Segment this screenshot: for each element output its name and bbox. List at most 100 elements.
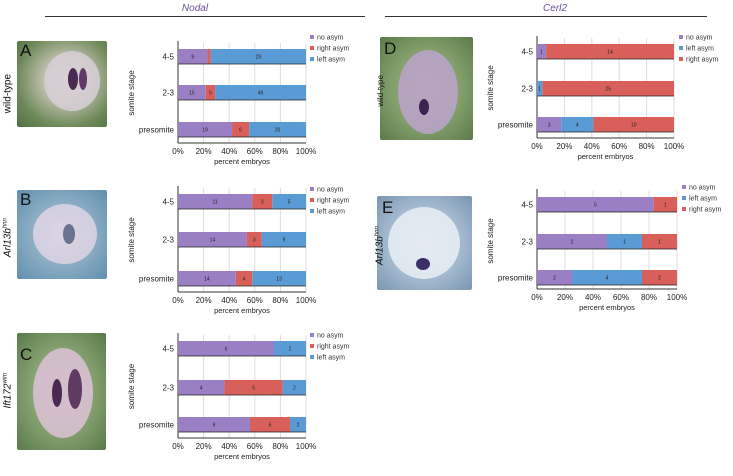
bar-segment-right-asym: [642, 234, 677, 249]
legend-label: left asym: [686, 46, 714, 53]
x-tick-label: 100%: [664, 142, 684, 151]
x-tick-label: 60%: [613, 293, 629, 302]
legend-label: left asym: [317, 209, 345, 216]
x-tick-label: 0%: [172, 147, 184, 156]
category-label: 2-3: [162, 89, 174, 98]
x-tick-label: 60%: [247, 147, 263, 156]
bar-value-label: 19: [202, 128, 208, 134]
legend-swatch: [310, 209, 314, 213]
left-column-rule: [45, 16, 365, 17]
bar-value-label: 11: [212, 200, 217, 206]
embryo-photo-d: [380, 37, 473, 140]
legend-swatch: [310, 187, 314, 191]
bar-segment-left-asym: [249, 122, 306, 137]
legend-swatch: [310, 46, 314, 50]
x-tick-label: 20%: [196, 296, 212, 305]
bar-value-label: 9: [191, 55, 194, 61]
legend-swatch: [310, 57, 314, 61]
bar-segment-no-asym: [537, 270, 572, 285]
legend-label: right asym: [686, 57, 718, 64]
x-tick-label: 60%: [611, 142, 627, 151]
bar-value-label: 15: [189, 91, 195, 97]
legend-label: left asym: [317, 355, 345, 362]
bar-segment-right-asym: [224, 380, 283, 395]
bar-segment-right-asym: [246, 232, 262, 247]
genotype-label-c: Ift172wim: [2, 372, 14, 409]
bar-segment-left-asym: [261, 232, 306, 247]
x-axis-title: percent embryos: [214, 157, 270, 166]
x-tick-label: 40%: [221, 296, 237, 305]
genotype-label-a: wild-type: [2, 73, 14, 114]
legend-swatch: [310, 333, 314, 337]
panel-letter-b: B: [20, 190, 32, 209]
chart-e-cerl2-arl13b: 5 1 4-5 2 1 1 2-3 2 4 2 presomite 0% 20% 40% 60% 80% 100…: [486, 185, 721, 313]
y-axis-title: somite stage: [127, 217, 136, 263]
bar-segment-left-asym: [215, 85, 306, 100]
bar-segment-right-asym: [542, 81, 674, 96]
category-label: presomite: [139, 421, 175, 430]
chart-b-nodal-arl13b: 11 3 5 4-5 14 3 9 2-3 14 4 13 presomite 0% 20% 40% 60% 8…: [127, 186, 349, 315]
bar-value-label: 6: [239, 128, 242, 134]
x-tick-label: 80%: [641, 293, 657, 302]
panel-letter-c: C: [20, 345, 33, 364]
x-tick-label: 0%: [531, 142, 543, 151]
legend-swatch: [682, 196, 686, 200]
bar-segment-no-asym: [178, 49, 208, 64]
x-tick-label: 0%: [172, 442, 184, 451]
panel-letter-e: E: [382, 198, 394, 217]
x-tick-label: 80%: [272, 296, 288, 305]
bar-value-label: 20: [275, 128, 281, 134]
bar-segment-no-asym: [537, 44, 547, 59]
bar-value-label: 2: [289, 347, 292, 353]
bar-value-label: 2: [553, 276, 556, 282]
bar-segment-right-asym: [653, 197, 677, 212]
category-label: 4-5: [162, 198, 174, 207]
bar-value-label: 13: [276, 277, 282, 283]
bar-segment-no-asym: [178, 122, 233, 137]
category-label: 4-5: [162, 345, 174, 354]
legend-swatch: [682, 185, 686, 189]
legend-label: no asym: [317, 333, 344, 340]
bar-segment-right-asym: [546, 44, 674, 59]
x-tick-label: 40%: [584, 142, 600, 151]
bar-segment-right-asym: [252, 194, 273, 209]
bar-value-label: 1: [623, 240, 626, 246]
x-tick-label: 60%: [247, 296, 263, 305]
bar-segment-left-asym: [290, 417, 306, 432]
right-column-rule: [385, 16, 707, 17]
bar-value-label: 2: [658, 276, 661, 282]
legend-label: left asym: [689, 196, 717, 203]
bar-value-label: 5: [209, 91, 212, 97]
bar-value-label: 3: [261, 200, 264, 206]
bar-segment-no-asym: [178, 417, 250, 432]
legend-label: no asym: [689, 185, 716, 192]
panel-letter-d: D: [384, 39, 397, 58]
chart-a-nodal-wild-type: 9 29 4-5 15 5 49 2-3 19 6 20 presomite 0% 20% 40% 60% 8…: [127, 35, 349, 167]
x-tick-label: 80%: [639, 142, 655, 151]
legend-label: right asym: [689, 207, 721, 214]
bar-segment-right-asym: [642, 270, 677, 285]
legend-swatch: [679, 46, 683, 50]
x-tick-label: 40%: [221, 442, 237, 451]
bar-segment-left-asym: [252, 271, 306, 286]
legend-label: no asym: [686, 35, 713, 42]
category-label: 4-5: [521, 48, 533, 57]
right-column-title: Cerl2: [543, 3, 567, 14]
bar-segment-left-asym: [272, 194, 306, 209]
legend-swatch: [679, 35, 683, 39]
bar-segment-left-asym: [561, 117, 594, 132]
bar-segment-no-asym: [537, 117, 562, 132]
x-tick-label: 0%: [172, 296, 184, 305]
bar-segment-left-asym: [537, 81, 543, 96]
bar-segment-left-asym: [607, 234, 642, 249]
left-column-title: Nodal: [181, 3, 209, 14]
bar-value-label: 14: [210, 238, 216, 244]
bar-segment-right-asym: [235, 271, 253, 286]
bar-value-label: 4: [576, 123, 579, 129]
x-tick-label: 80%: [272, 147, 288, 156]
bar-value-label: 5: [252, 386, 255, 392]
genotype-label-b: Arl13bhnn: [2, 218, 14, 258]
chart-d-cerl2-wild-type: 1 14 4-5 1 25 2-3 3 4 10 presomite 0% 20% 40% 60% 80% 1…: [486, 35, 718, 162]
x-axis-title: percent embryos: [214, 306, 270, 315]
embryo-photo-c: [17, 333, 106, 450]
